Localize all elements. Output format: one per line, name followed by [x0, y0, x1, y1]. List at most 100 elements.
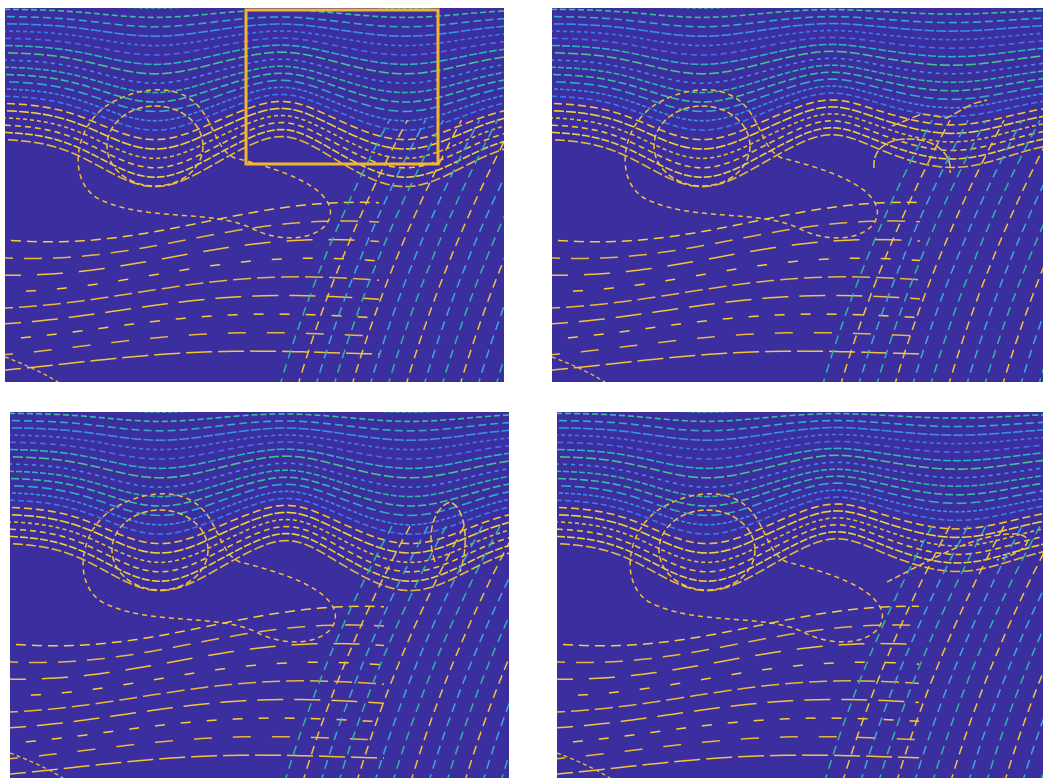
contour-line	[557, 496, 1043, 536]
panel-bottom-left	[10, 412, 509, 778]
contour-line	[552, 356, 606, 382]
contour-line	[424, 176, 504, 382]
highlight-box	[244, 8, 440, 166]
contour-line	[552, 331, 921, 356]
contour-line	[915, 521, 1025, 778]
contour-line	[5, 121, 504, 169]
contour-line	[876, 119, 987, 382]
contour-line	[10, 419, 509, 432]
contour-line	[10, 698, 385, 729]
contour-line	[840, 119, 951, 382]
contour-loop	[106, 105, 204, 187]
contour-line	[10, 412, 509, 423]
contour-line	[10, 525, 509, 573]
contour-line	[10, 661, 385, 697]
contour-line	[5, 128, 504, 179]
contour-line	[1023, 717, 1043, 778]
contour-line	[1020, 314, 1043, 382]
contour-line	[5, 276, 380, 309]
contour-line	[552, 85, 1043, 122]
contour-line	[843, 521, 953, 778]
contour-loop	[658, 509, 756, 591]
contour-line	[930, 119, 1041, 382]
contour-line	[894, 119, 1005, 382]
contour-line	[10, 605, 385, 647]
contour-line	[822, 119, 933, 382]
contour-line	[5, 294, 380, 325]
contour-line	[5, 220, 380, 260]
contour-line	[357, 521, 468, 778]
contour-line	[10, 642, 385, 680]
contour-line	[552, 64, 1043, 94]
contour-line	[557, 624, 920, 664]
contour-line	[552, 294, 921, 325]
contour-line	[552, 113, 1043, 160]
contour-line	[10, 752, 64, 778]
contour-line	[10, 427, 509, 441]
panel-top-right	[552, 8, 1043, 382]
contour-line	[5, 238, 380, 276]
contour-line	[478, 304, 504, 382]
contour-line	[969, 589, 1043, 778]
contour-loop	[653, 105, 751, 187]
contour-line	[10, 448, 509, 470]
contour-line	[10, 504, 509, 545]
contour-line	[303, 521, 414, 778]
contour-line	[557, 510, 1043, 554]
contour-line	[557, 454, 1043, 479]
contour-line	[552, 50, 1043, 75]
contour-line	[10, 511, 509, 554]
contour-line	[483, 701, 509, 778]
contour-line	[10, 624, 385, 664]
contour-line	[5, 30, 504, 47]
contour-line	[552, 29, 1043, 47]
contour-line	[984, 223, 1043, 382]
contour-line	[557, 419, 1043, 432]
contour-line	[280, 119, 391, 382]
contour-line	[552, 276, 921, 309]
contour-line	[552, 106, 1043, 150]
contour-line	[5, 86, 504, 122]
contour-line	[10, 754, 385, 775]
contour-line	[388, 119, 499, 382]
contour-line	[912, 119, 1023, 382]
contour-line	[557, 698, 920, 729]
contour-line	[891, 99, 988, 127]
contour-line	[557, 468, 1043, 498]
contour-line	[552, 313, 921, 341]
contour-line	[557, 517, 1043, 564]
contour-line	[393, 521, 504, 778]
contour-line	[10, 539, 509, 592]
contour-line	[552, 99, 1043, 141]
contour-line	[557, 605, 920, 647]
contour-loop	[111, 509, 209, 591]
contour-line	[557, 461, 1043, 489]
contour-line	[10, 532, 509, 583]
contour-line	[298, 119, 409, 382]
contour-line	[557, 680, 920, 713]
contour-line	[552, 57, 1043, 85]
contour-line	[557, 412, 1043, 423]
contour-line	[861, 521, 971, 778]
contour-line	[131, 412, 441, 413]
contour-line	[557, 752, 611, 778]
contour-line	[5, 37, 504, 56]
contour-line	[126, 8, 436, 9]
contour-line	[5, 135, 504, 188]
contour-line	[5, 356, 59, 382]
contour-line	[285, 521, 396, 778]
contour-line	[352, 119, 463, 382]
contour-line	[5, 93, 504, 132]
contour-line	[552, 133, 1043, 188]
contour-line	[966, 184, 1043, 382]
contour-line	[5, 313, 380, 341]
contour-line	[552, 43, 1043, 66]
contour-line	[552, 78, 1043, 113]
contour-line	[430, 501, 466, 573]
contour-line	[552, 126, 1043, 179]
contour-line	[879, 521, 989, 778]
contour-line	[858, 119, 969, 382]
contour-line	[10, 434, 509, 451]
contour-line	[557, 433, 1043, 451]
